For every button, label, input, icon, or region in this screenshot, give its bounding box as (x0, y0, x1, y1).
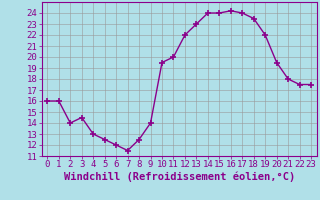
X-axis label: Windchill (Refroidissement éolien,°C): Windchill (Refroidissement éolien,°C) (64, 172, 295, 182)
